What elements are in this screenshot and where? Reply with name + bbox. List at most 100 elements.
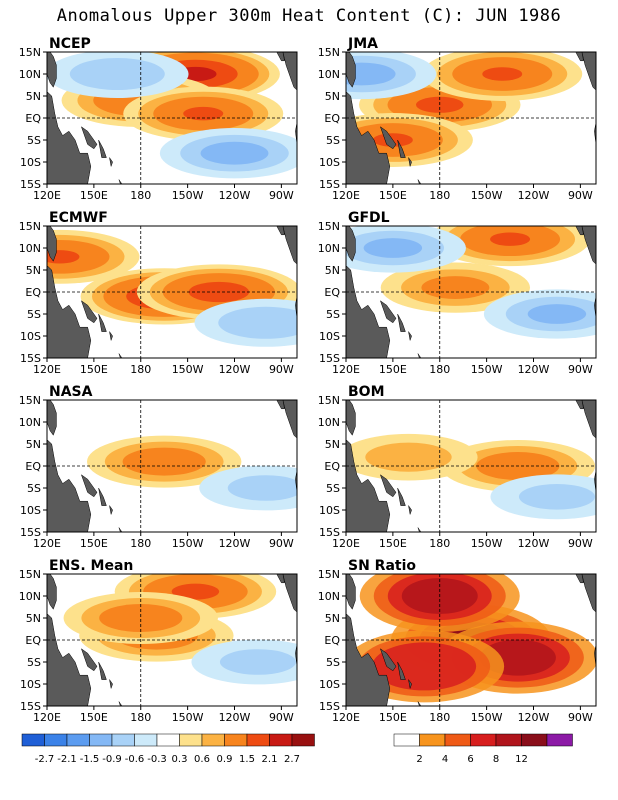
y-tick-label: 15N [318,568,340,581]
panel-label: GFDL [348,210,390,226]
y-tick-label: 15S [20,700,41,713]
x-tick-label: 90W [269,363,294,376]
land-mass [47,52,57,88]
colorbar-swatch [495,733,522,747]
x-tick-label: 120W [219,537,251,550]
y-tick-label: EQ [25,460,41,473]
heat-content-field [47,52,297,184]
x-tick-label: 150E [80,363,108,376]
colorbar-swatch [179,733,203,747]
x-tick-label: 150W [471,363,503,376]
x-tick-label: 120W [219,363,251,376]
land-mass [98,487,107,506]
colorbar-swatch [419,733,446,747]
x-tick-label: 120E [332,363,360,376]
sn-ratio-contour [372,642,477,691]
land-mass [47,613,92,706]
land-mass [47,574,57,610]
land-mass [47,226,57,262]
x-tick-label: 120E [332,711,360,724]
y-tick-label: 15N [318,46,340,59]
y-tick-label: 5N [26,264,41,277]
colorbar-label: -0.6 [125,754,145,765]
y-tick-label: 15N [318,220,340,233]
y-tick-label: 15N [19,46,41,59]
colorbar-label: -1.5 [80,754,100,765]
colorbar-swatch [269,733,293,747]
land-mass [581,574,596,668]
figure-title: Anomalous Upper 300m Heat Content (C): J… [56,6,562,26]
colorbar-label: 12 [515,754,528,765]
panel-label: BOM [348,384,385,400]
heat-content-field [47,226,297,358]
land-mass [581,400,596,494]
cold-anomaly-contour [346,62,396,86]
y-tick-label: 5N [26,438,41,451]
x-tick-label: 150W [471,711,503,724]
heat-content-field [346,52,596,184]
map-panel: 120E 150E 180 150W 120W 90W 15N 10N 5N EQ 5S 10S 15S… [19,384,298,550]
x-tick-label: 120W [219,711,251,724]
land-mass [118,179,123,184]
x-tick-label: 180 [130,537,151,550]
panel-label: NASA [49,384,93,400]
y-tick-label: 5N [26,612,41,625]
x-tick-label: 120E [33,189,61,202]
land-mass [98,139,107,158]
land-mass [408,505,412,516]
x-tick-label: 120W [518,711,550,724]
warm-anomaly-contour [47,250,80,264]
land-mass [408,331,412,342]
land-mass [276,400,285,410]
colorbar-label: 4 [442,754,448,765]
colorbar-swatch [21,733,45,747]
y-tick-label: 5S [326,308,340,321]
y-tick-label: EQ [324,112,340,125]
colorbar-swatch [111,733,135,747]
heat-content-field [346,226,596,358]
x-tick-label: 150W [172,711,204,724]
cold-anomaly-contour [219,649,296,675]
land-mass [397,139,406,158]
land-mass [276,574,285,584]
y-tick-label: 5N [325,438,340,451]
land-mass [47,400,57,436]
land-mass [397,487,406,506]
land-mass [282,574,297,668]
land-mass [109,505,113,516]
y-tick-label: EQ [25,634,41,647]
x-tick-label: 180 [429,537,450,550]
panel-label: JMA [347,36,378,52]
y-tick-label: 5S [27,308,41,321]
y-tick-label: 5N [26,90,41,103]
land-mass [417,527,422,532]
land-mass [282,400,297,494]
y-tick-label: 10N [19,68,41,81]
land-mass [109,331,113,342]
colorbar-label: 2.7 [284,754,300,765]
y-tick-label: 10N [318,416,340,429]
y-tick-label: EQ [324,460,340,473]
sn-ratio-colorbar: 2 4 6 8 12 [393,733,573,765]
y-tick-label: 15S [319,178,340,191]
land-mass [417,353,422,358]
colorbar-label: 1.5 [239,754,255,765]
x-tick-label: 180 [429,189,450,202]
x-tick-label: 120E [332,189,360,202]
x-tick-label: 120E [33,363,61,376]
map-panel: 120E 150E 180 150W 120W 90W 15N 10N 5N EQ 5S 10S 15S… [318,384,597,550]
y-tick-label: 10N [19,416,41,429]
y-tick-label: 10S [319,156,340,169]
y-tick-label: 5S [326,134,340,147]
y-tick-label: 10N [19,242,41,255]
land-mass [581,52,596,146]
warm-anomaly-contour [183,106,224,121]
x-tick-label: 150W [172,537,204,550]
x-tick-label: 150W [471,537,503,550]
y-tick-label: 5S [27,656,41,669]
x-tick-label: 150E [379,711,407,724]
colorbar-swatch [89,733,113,747]
colorbar-label: -2.1 [57,754,77,765]
colorbar-swatch [291,733,315,747]
land-mass [379,300,397,324]
